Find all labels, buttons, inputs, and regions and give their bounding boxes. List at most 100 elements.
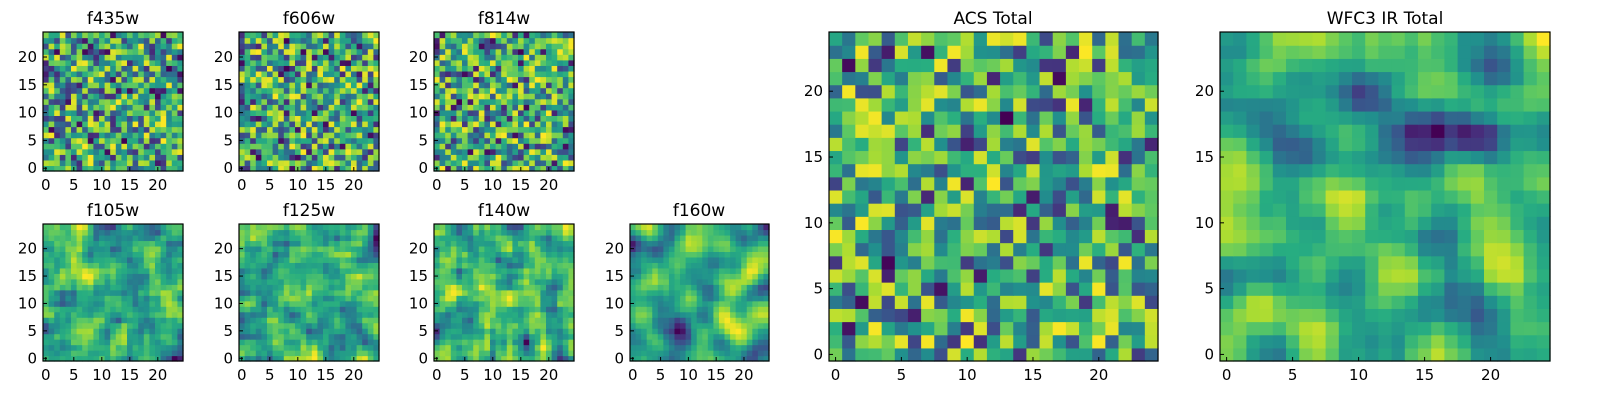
heatmap-cell xyxy=(48,87,55,94)
heatmap-cell xyxy=(685,234,692,242)
heatmap-cell xyxy=(540,148,547,155)
heatmap-cell xyxy=(127,87,134,94)
heatmap-cell xyxy=(261,289,268,296)
heatmap-cell xyxy=(557,126,564,133)
heatmap-cell xyxy=(289,109,296,116)
heatmap-cell xyxy=(562,37,569,44)
heatmap-cell xyxy=(674,229,681,236)
heatmap-cell xyxy=(657,350,664,357)
heatmap-cell xyxy=(345,339,352,346)
heatmap-cell xyxy=(76,120,83,128)
heatmap-cell xyxy=(356,267,363,274)
heatmap-cell xyxy=(757,344,765,351)
heatmap-cell xyxy=(724,317,731,324)
heatmap-cell xyxy=(506,115,513,122)
heatmap-cell xyxy=(746,240,753,247)
heatmap-cell xyxy=(495,355,502,362)
heatmap-cell xyxy=(244,48,251,55)
heatmap-cell xyxy=(855,163,870,178)
heatmap-cell xyxy=(495,126,502,133)
heatmap-cell xyxy=(1079,229,1093,244)
heatmap-cell xyxy=(289,154,296,161)
heatmap-cell xyxy=(115,267,122,274)
heatmap-cell xyxy=(829,268,843,283)
heatmap-cell xyxy=(691,311,698,318)
heatmap-cell xyxy=(501,350,508,357)
heatmap-cell xyxy=(261,154,268,161)
heatmap-cell xyxy=(868,137,883,152)
x-tick-label: 15 xyxy=(511,366,530,384)
heatmap-cell xyxy=(635,295,642,302)
heatmap-cell xyxy=(546,70,553,78)
heatmap-cell xyxy=(467,251,474,258)
heatmap-cell xyxy=(328,328,335,335)
heatmap-cell xyxy=(283,350,290,357)
heatmap-cell xyxy=(155,115,162,122)
heatmap-cell xyxy=(934,150,949,165)
heatmap-cell xyxy=(680,344,687,351)
heatmap-cell xyxy=(685,339,692,346)
heatmap-cell xyxy=(546,262,553,269)
heatmap-cell xyxy=(295,339,302,346)
heatmap-cell xyxy=(746,300,753,307)
heatmap-cell xyxy=(868,308,883,323)
heatmap-cell xyxy=(696,339,703,346)
heatmap-cell xyxy=(495,104,502,111)
heatmap-cell xyxy=(166,154,173,161)
heatmap-cell xyxy=(685,328,692,335)
heatmap-cell xyxy=(1000,321,1014,336)
heatmap-cell xyxy=(478,143,485,150)
heatmap-cell xyxy=(356,306,363,313)
heatmap-cell xyxy=(842,347,856,362)
heatmap-cell xyxy=(339,256,346,263)
heatmap-cell xyxy=(149,148,156,155)
heatmap-cell xyxy=(76,300,83,307)
heatmap-cell xyxy=(87,76,94,83)
heatmap-cells xyxy=(434,224,575,362)
heatmap-cell xyxy=(250,37,257,44)
heatmap-cell xyxy=(439,224,446,231)
heatmap-cell xyxy=(43,317,50,324)
heatmap-cell xyxy=(473,256,480,263)
heatmap-cell xyxy=(362,251,369,258)
heatmap-cell xyxy=(1052,321,1067,336)
heatmap-cell xyxy=(367,37,374,44)
heatmap-cell xyxy=(674,267,681,274)
heatmap-cell xyxy=(484,37,491,44)
heatmap-cell xyxy=(278,143,285,150)
heatmap-cell xyxy=(345,115,352,122)
heatmap-cell xyxy=(311,306,318,313)
heatmap-cell xyxy=(763,350,770,357)
heatmap-cell xyxy=(283,98,290,105)
heatmap-cell xyxy=(529,350,536,357)
heatmap-cell xyxy=(54,284,61,291)
heatmap-cell xyxy=(484,48,491,55)
heatmap-cell xyxy=(138,355,145,362)
heatmap-cell xyxy=(506,289,513,296)
heatmap-cell xyxy=(439,322,446,329)
heatmap-cell xyxy=(121,278,128,285)
heatmap-cell xyxy=(121,300,128,307)
heatmap-cell xyxy=(295,234,302,242)
heatmap-cell xyxy=(362,240,369,247)
heatmap-cell xyxy=(663,289,670,296)
heatmap-cell xyxy=(529,339,536,346)
heatmap-cell xyxy=(1092,216,1106,230)
heatmap-cell xyxy=(93,104,100,111)
heatmap-cell xyxy=(239,295,246,302)
heatmap-cell xyxy=(473,115,480,122)
heatmap-cell xyxy=(115,328,122,335)
heatmap-cell xyxy=(568,284,575,291)
heatmap-cell xyxy=(143,306,150,313)
heatmap-cell xyxy=(855,216,870,230)
heatmap-cell xyxy=(439,229,446,236)
heatmap-cell xyxy=(518,317,525,324)
heatmap-cell xyxy=(462,143,469,150)
heatmap-cell xyxy=(267,137,274,144)
heatmap-cell xyxy=(450,154,457,161)
heatmap-cell xyxy=(121,262,128,269)
heatmap-cell xyxy=(115,120,122,128)
heatmap-cell xyxy=(646,355,653,362)
heatmap-cell xyxy=(311,137,318,144)
heatmap-cell xyxy=(278,234,285,242)
